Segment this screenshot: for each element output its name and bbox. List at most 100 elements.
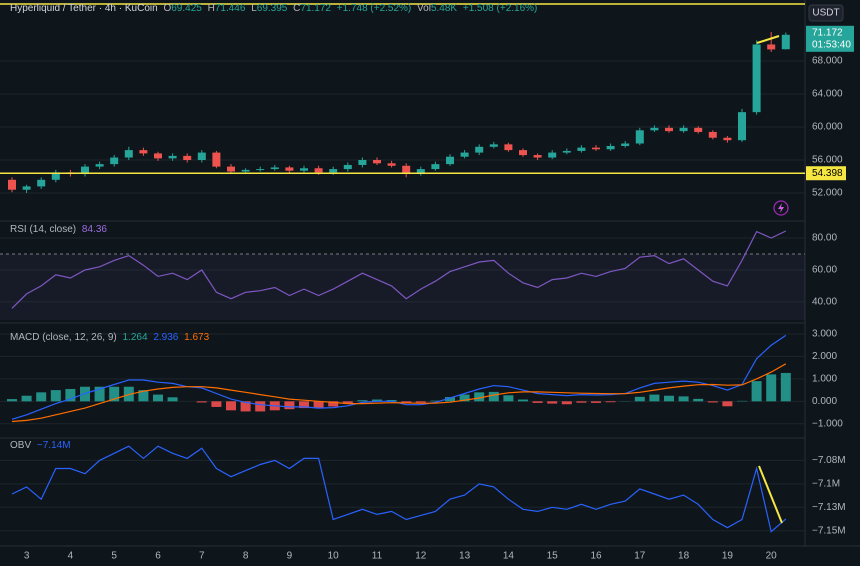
histogram-bar	[474, 392, 485, 402]
candle-body	[402, 165, 411, 175]
candle-body	[256, 169, 265, 171]
histogram-bar	[722, 401, 733, 407]
y-tick-label: 40.00	[812, 297, 837, 308]
histogram-bar	[386, 399, 397, 402]
candle-body	[446, 156, 454, 165]
histogram-bar	[430, 400, 441, 402]
candle-body	[373, 160, 381, 164]
histogram-bar	[357, 400, 368, 402]
candle-body	[621, 143, 630, 146]
candle-body	[285, 167, 294, 171]
candle-body	[533, 155, 542, 158]
candle-body	[387, 163, 396, 166]
histogram-bar	[518, 399, 528, 402]
candle-body	[752, 44, 761, 113]
candle-body	[51, 172, 60, 180]
y-tick-label: −1.000	[812, 418, 843, 429]
x-tick-label: 6	[155, 551, 161, 562]
candle-body	[708, 131, 717, 138]
candle-body	[606, 145, 615, 150]
histogram-bar	[138, 390, 149, 402]
histogram-bar	[707, 401, 718, 403]
candle-body	[723, 137, 732, 141]
histogram-bar	[21, 395, 32, 402]
y-tick-label: 0.000	[812, 396, 837, 407]
candle-body	[314, 168, 323, 173]
x-tick-label: 8	[243, 551, 249, 562]
ohlc-value: 71.172	[300, 3, 331, 14]
x-tick-label: 15	[547, 551, 559, 562]
y-tick-label: 3.000	[812, 329, 837, 340]
candle-body	[81, 166, 89, 175]
histogram-bar	[605, 401, 616, 403]
candle-body	[168, 155, 177, 159]
last-price-label: 71.172	[812, 27, 843, 38]
y-tick-label: 64.000	[812, 89, 843, 100]
candle-body	[416, 169, 425, 175]
histogram-bar	[226, 401, 236, 411]
volume-value: 5.48K	[430, 3, 458, 14]
candle-body	[227, 166, 235, 172]
series-line	[11, 445, 787, 533]
button-box	[808, 4, 844, 22]
candle-body	[183, 155, 192, 161]
price-tag-box	[806, 25, 854, 52]
rsi-band	[0, 253, 805, 320]
histogram-bar	[196, 401, 207, 403]
histogram-bar	[372, 399, 382, 402]
candle-body	[577, 147, 586, 151]
histogram-bar	[693, 398, 704, 402]
candle-body	[343, 164, 352, 170]
y-tick-label: −7.13M	[812, 502, 846, 513]
candle-body	[650, 127, 659, 131]
candle-body	[270, 167, 279, 170]
histogram-bar	[649, 394, 660, 402]
y-tick-label: −7.1M	[812, 478, 840, 489]
currency-button[interactable]: USDT	[808, 4, 844, 22]
histogram-bar	[664, 395, 674, 402]
candle-body	[504, 144, 513, 151]
candle-body	[22, 186, 31, 190]
histogram-bar	[299, 401, 309, 409]
histogram-bar	[94, 386, 105, 402]
y-tick-label: −7.15M	[812, 525, 846, 536]
countdown-label: 01:53:40	[812, 39, 851, 50]
marks	[0, 32, 805, 533]
histogram-bar	[342, 401, 353, 404]
y-tick-label: 52.000	[812, 188, 843, 199]
histogram-bar	[50, 390, 61, 402]
histogram-bar	[488, 391, 499, 402]
histogram-bar	[576, 401, 587, 403]
hline-label: 54.398	[812, 168, 843, 179]
macd-legend: MACD (close, 12, 26, 9) 1.264 2.936 1.67…	[10, 332, 212, 343]
x-tick-label: 13	[459, 551, 471, 562]
x-tick-label: 20	[766, 551, 778, 562]
histogram-bar	[415, 401, 426, 403]
histogram-value: 1.264	[122, 332, 148, 343]
histogram-bar	[751, 381, 762, 402]
icon-ring	[773, 200, 789, 216]
candle-body	[489, 144, 498, 147]
histogram-bar	[328, 401, 339, 407]
candle-body	[110, 157, 119, 165]
currency-label: USDT	[812, 8, 839, 19]
histogram-bar	[561, 401, 572, 405]
x-tick-label: 7	[199, 551, 205, 562]
candle-body	[519, 150, 527, 156]
ohlc-value: 71.446	[214, 3, 246, 14]
candle-body	[767, 44, 776, 50]
candle-body	[212, 152, 221, 167]
candle-body	[139, 150, 148, 154]
histogram-bar	[313, 401, 324, 409]
grid	[0, 60, 805, 532]
x-tick-label: 14	[503, 551, 515, 562]
histogram-bar	[532, 401, 543, 403]
alert-icon[interactable]	[773, 200, 789, 216]
ohlc-key: L	[251, 3, 257, 14]
candle-body	[548, 152, 557, 158]
candle-body	[738, 112, 746, 141]
candle-body	[431, 164, 440, 170]
obv-title: OBV	[10, 440, 32, 451]
histogram-bar	[445, 397, 455, 402]
